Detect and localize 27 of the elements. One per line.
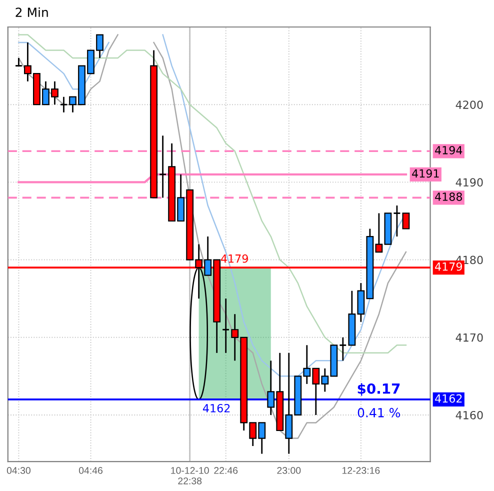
candlestick	[158, 134, 167, 198]
x-tick-label: 04:30	[6, 467, 30, 474]
candlestick	[339, 336, 347, 362]
y-tick-label: 4160	[456, 410, 483, 420]
ref-line-label: 4179	[220, 254, 248, 263]
y-tick-label: 4200	[456, 100, 483, 109]
candlestick	[393, 204, 401, 238]
x-tick-label: 10-12-10 22:38	[171, 467, 209, 484]
ref-line-label: 4194	[435, 146, 462, 154]
x-tick-label: 22:46	[214, 467, 238, 474]
candlestick	[402, 212, 410, 230]
text: 4179	[435, 262, 462, 271]
annotation: $0.17	[358, 383, 400, 396]
chart-title: 2 Min	[16, 7, 48, 17]
x-tick-label: 23:00	[277, 467, 301, 474]
y-tick-label: 4190	[456, 178, 483, 187]
x-tick-label: 04:46	[78, 467, 102, 474]
candlestick	[60, 96, 68, 114]
ref-line-label: 4162	[202, 404, 230, 412]
ref-line-label: 4188	[435, 192, 462, 201]
data-label: 4191	[412, 169, 439, 178]
candlestick	[14, 57, 23, 66]
y-tick-label: 4170	[456, 333, 483, 342]
annotation: 0.41 %	[358, 408, 400, 418]
x-tick-label: 12-23:16	[342, 467, 380, 474]
text: 4162	[435, 394, 462, 403]
candlestick	[222, 298, 230, 354]
